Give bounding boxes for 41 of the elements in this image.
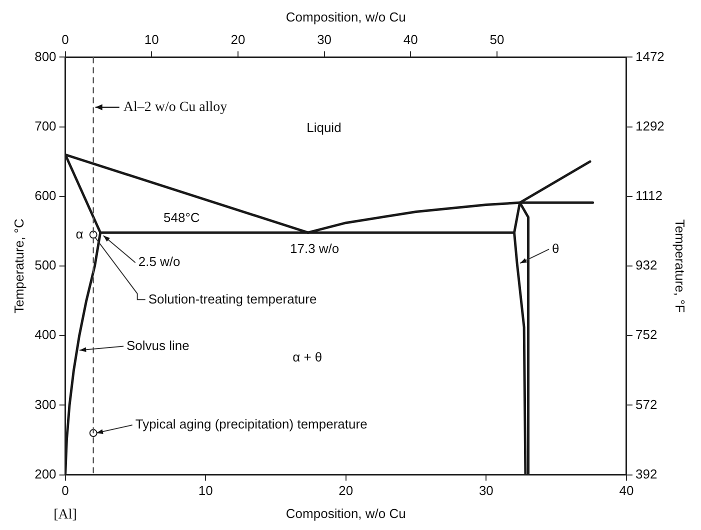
- x2-tick-label: 50: [490, 32, 504, 47]
- y2-tick-label: 572: [635, 396, 658, 412]
- y2-tick-label: 1292: [635, 118, 664, 134]
- ref-line-label: Al–2 w/o Cu alloy: [123, 100, 228, 115]
- y-tick-label: 700: [34, 118, 56, 134]
- y-tick-label: 300: [34, 396, 56, 412]
- x2-tick-label: 40: [403, 32, 418, 47]
- y-tick-label: 400: [34, 327, 56, 342]
- x2-axis-title: Composition, w/o Cu: [286, 9, 406, 24]
- y2-tick-label: 752: [635, 327, 658, 342]
- annotation: 548°C: [164, 210, 200, 226]
- annotation: α + θ: [292, 349, 322, 364]
- annotation: Liquid: [306, 120, 342, 135]
- x-tick-label: 30: [478, 483, 494, 498]
- y-tick-label: 600: [34, 188, 56, 203]
- annotation: Solvus line: [126, 338, 190, 353]
- y2-tick-label: 1472: [635, 48, 664, 64]
- annotation: α: [76, 226, 84, 242]
- x2-tick-label: 10: [144, 32, 159, 47]
- annotation: 17.3 w/o: [290, 241, 340, 256]
- y-tick-label: 800: [34, 48, 56, 64]
- annotation: Typical aging (precipitation) temperature: [135, 416, 368, 432]
- annotation: θ: [552, 240, 560, 256]
- x2-tick-label: 30: [317, 32, 332, 47]
- y2-tick-label: 932: [635, 258, 658, 273]
- y-axis-title: Temperature, °C: [11, 218, 26, 314]
- y2-tick-label: 1112: [635, 188, 662, 203]
- x-tick-label: 40: [619, 483, 634, 498]
- x2-tick-label: 20: [230, 32, 246, 47]
- x-tick-label: 10: [198, 483, 213, 498]
- x-tick-label: 20: [338, 483, 354, 498]
- y2-tick-label: 392: [635, 466, 658, 482]
- y2-axis-title: Temperature, °F: [672, 219, 688, 313]
- text: [Al]: [54, 507, 77, 522]
- x-tick-label: 0: [62, 483, 69, 498]
- x2-tick-label: 0: [62, 32, 69, 47]
- y-tick-label: 200: [34, 466, 56, 482]
- annotation: Solution-treating temperature: [148, 291, 317, 306]
- annotation: 2.5 w/o: [138, 254, 180, 270]
- x-axis-title: Composition, w/o Cu: [286, 506, 406, 521]
- y-tick-label: 500: [34, 258, 56, 273]
